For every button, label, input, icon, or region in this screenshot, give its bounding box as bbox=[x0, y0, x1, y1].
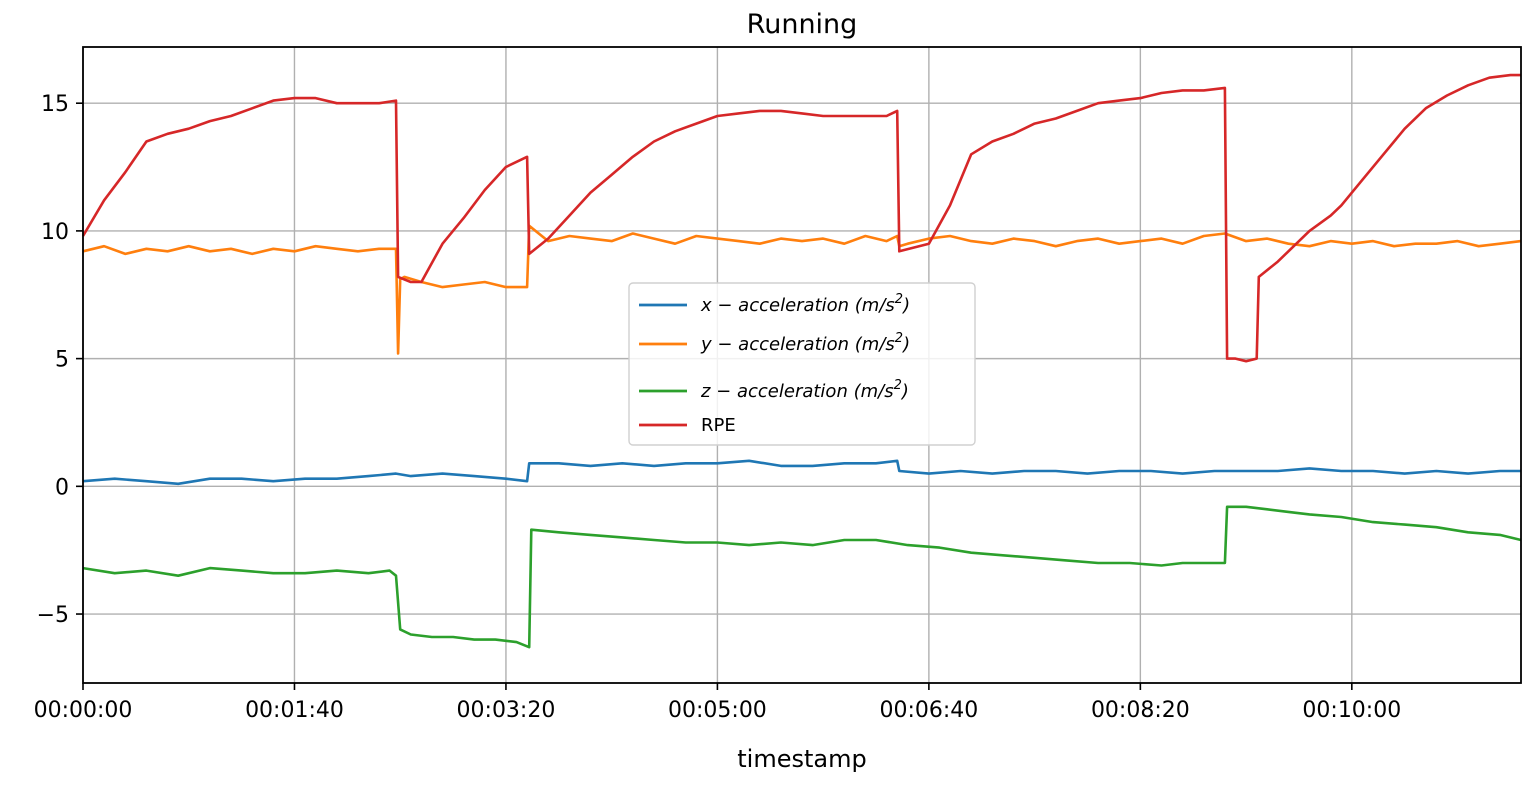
legend-label: z − acceleration (m/s2) bbox=[700, 378, 909, 402]
series-line-z-acceleration-m-s bbox=[82, 505, 1522, 649]
x-axis-label: timestamp bbox=[737, 745, 866, 773]
series-line-rpe bbox=[81, 73, 1521, 363]
y-tick-label: 10 bbox=[41, 220, 69, 245]
y-tick-label: 15 bbox=[41, 92, 69, 117]
x-tick-label: 00:01:40 bbox=[245, 698, 344, 723]
x-tick-label: 00:06:40 bbox=[879, 698, 978, 723]
legend: x − acceleration (m/s2) y − acceleration … bbox=[628, 282, 976, 446]
x-tick-label: 00:10:00 bbox=[1302, 698, 1401, 723]
legend-label: x − acceleration (m/s2) bbox=[700, 292, 910, 316]
chart-title: Running bbox=[747, 9, 858, 40]
x-tick-label: 00:08:20 bbox=[1091, 698, 1190, 723]
x-tick-label: 00:05:00 bbox=[668, 698, 767, 723]
plot-frame bbox=[82, 46, 1522, 684]
plot-series bbox=[81, 73, 1522, 649]
legend-label: RPE bbox=[701, 415, 736, 436]
y-tick-label: −5 bbox=[37, 603, 69, 628]
x-tick-label: 00:00:00 bbox=[34, 698, 133, 723]
axis-ticks: 00:00:00 00:01:40 00:03:20 00:05:00 00:06:40… bbox=[34, 92, 1402, 723]
series-line-x-acceleration-m-s bbox=[82, 459, 1521, 486]
x-tick-label: 00:03:20 bbox=[457, 698, 556, 723]
y-tick-label: 0 bbox=[55, 475, 69, 500]
y-tick-label: 5 bbox=[55, 348, 69, 373]
legend-box bbox=[628, 282, 976, 446]
legend-label: y − acceleration (m/s2) bbox=[700, 331, 910, 355]
series-line-y-acceleration-m-s bbox=[82, 224, 1522, 355]
